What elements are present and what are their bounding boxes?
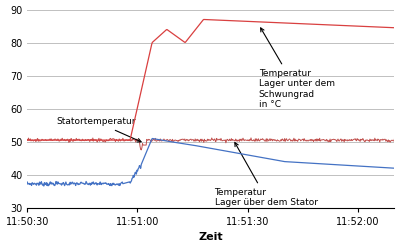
Text: Statortemperatur: Statortemperatur bbox=[57, 118, 141, 142]
X-axis label: Zeit: Zeit bbox=[198, 232, 223, 243]
Text: Temperatur
Lager unter dem
Schwungrad
in °C: Temperatur Lager unter dem Schwungrad in… bbox=[258, 28, 334, 109]
Text: Temperatur
Lager über dem Stator: Temperatur Lager über dem Stator bbox=[214, 143, 318, 207]
